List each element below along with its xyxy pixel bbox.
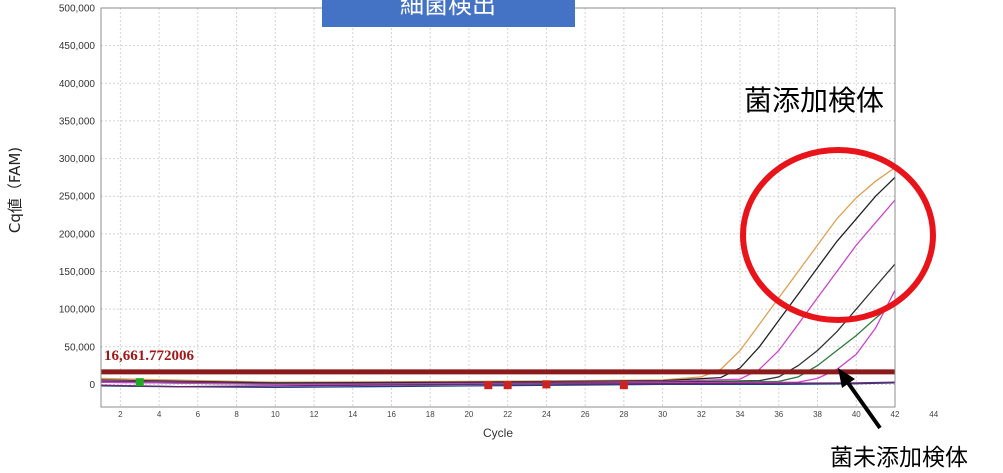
x-tick-label: 34	[736, 410, 745, 419]
x-tick-label: 30	[658, 410, 667, 419]
x-tick-label: 38	[813, 410, 822, 419]
x-tick-label: 32	[697, 410, 706, 419]
x-tick-label: 44	[929, 410, 938, 419]
series-line-2	[100, 176, 896, 384]
y-tick-label: 450,000	[59, 41, 96, 52]
series-line-8	[100, 381, 896, 388]
y-axis-ticks: 0 50,000 100,000 150,000 200,000 250,000 300,0…	[59, 4, 96, 391]
threshold-label: 16,661.772006	[104, 348, 195, 364]
x-tick-label: 4	[157, 410, 162, 419]
x-tick-label: 16	[387, 410, 396, 419]
negative-sample-label: 菌未添加検体	[830, 445, 968, 471]
y-tick-label: 350,000	[59, 116, 96, 127]
highlight-circle	[740, 147, 936, 323]
x-tick-label: 14	[348, 410, 357, 419]
x-tick-label: 28	[619, 410, 628, 419]
negative-arrow-head	[838, 368, 855, 388]
series-line-1	[100, 167, 896, 383]
y-tick-label: 50,000	[64, 342, 95, 353]
data-marker	[135, 378, 144, 387]
y-tick-label: 400,000	[59, 79, 96, 90]
y-tick-label: 150,000	[59, 267, 96, 278]
data-marker	[484, 381, 493, 390]
data-marker	[542, 380, 551, 389]
y-tick-label: 0	[89, 380, 95, 391]
negative-arrow-shaft	[844, 378, 882, 430]
title-banner: 細菌検出	[322, 0, 575, 27]
data-marker	[503, 381, 512, 390]
x-tick-label: 12	[310, 410, 319, 419]
x-tick-label: 42	[891, 410, 900, 419]
plot-background	[101, 8, 895, 407]
x-tick-label: 6	[196, 410, 201, 419]
positive-sample-label: 菌添加検体	[744, 84, 884, 117]
y-tick-label: 500,000	[59, 4, 96, 15]
x-axis-label: Cycle	[483, 426, 513, 440]
series-line-6	[100, 290, 896, 386]
x-tick-label: 26	[581, 410, 590, 419]
markers	[135, 378, 628, 390]
y-tick-label: 300,000	[59, 154, 96, 165]
x-tick-label: 24	[542, 410, 551, 419]
x-tick-label: 18	[426, 410, 435, 419]
x-tick-label: 2	[118, 410, 123, 419]
x-tick-label: 22	[503, 410, 512, 419]
x-tick-label: 36	[774, 410, 783, 419]
y-tick-label: 250,000	[59, 192, 96, 203]
x-tick-label: 10	[271, 410, 280, 419]
data-marker	[619, 381, 628, 390]
y-tick-label: 200,000	[59, 229, 96, 240]
threshold-line	[101, 369, 895, 375]
title-banner-text: 細菌検出	[400, 0, 496, 19]
y-axis-label: Cq値（FAM)	[6, 147, 24, 233]
x-tick-label: 40	[852, 410, 861, 419]
x-tick-label: 20	[464, 410, 473, 419]
y-tick-label: 100,000	[59, 305, 96, 316]
x-axis-ticks: 2 4 6 8 10 12 14 16 18 20 22 24 26 28 30 32 34 36 38 40 42 44	[118, 410, 939, 419]
x-tick-label: 8	[234, 410, 239, 419]
